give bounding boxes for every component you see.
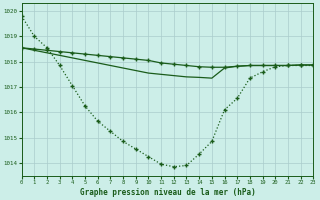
X-axis label: Graphe pression niveau de la mer (hPa): Graphe pression niveau de la mer (hPa) <box>80 188 255 197</box>
